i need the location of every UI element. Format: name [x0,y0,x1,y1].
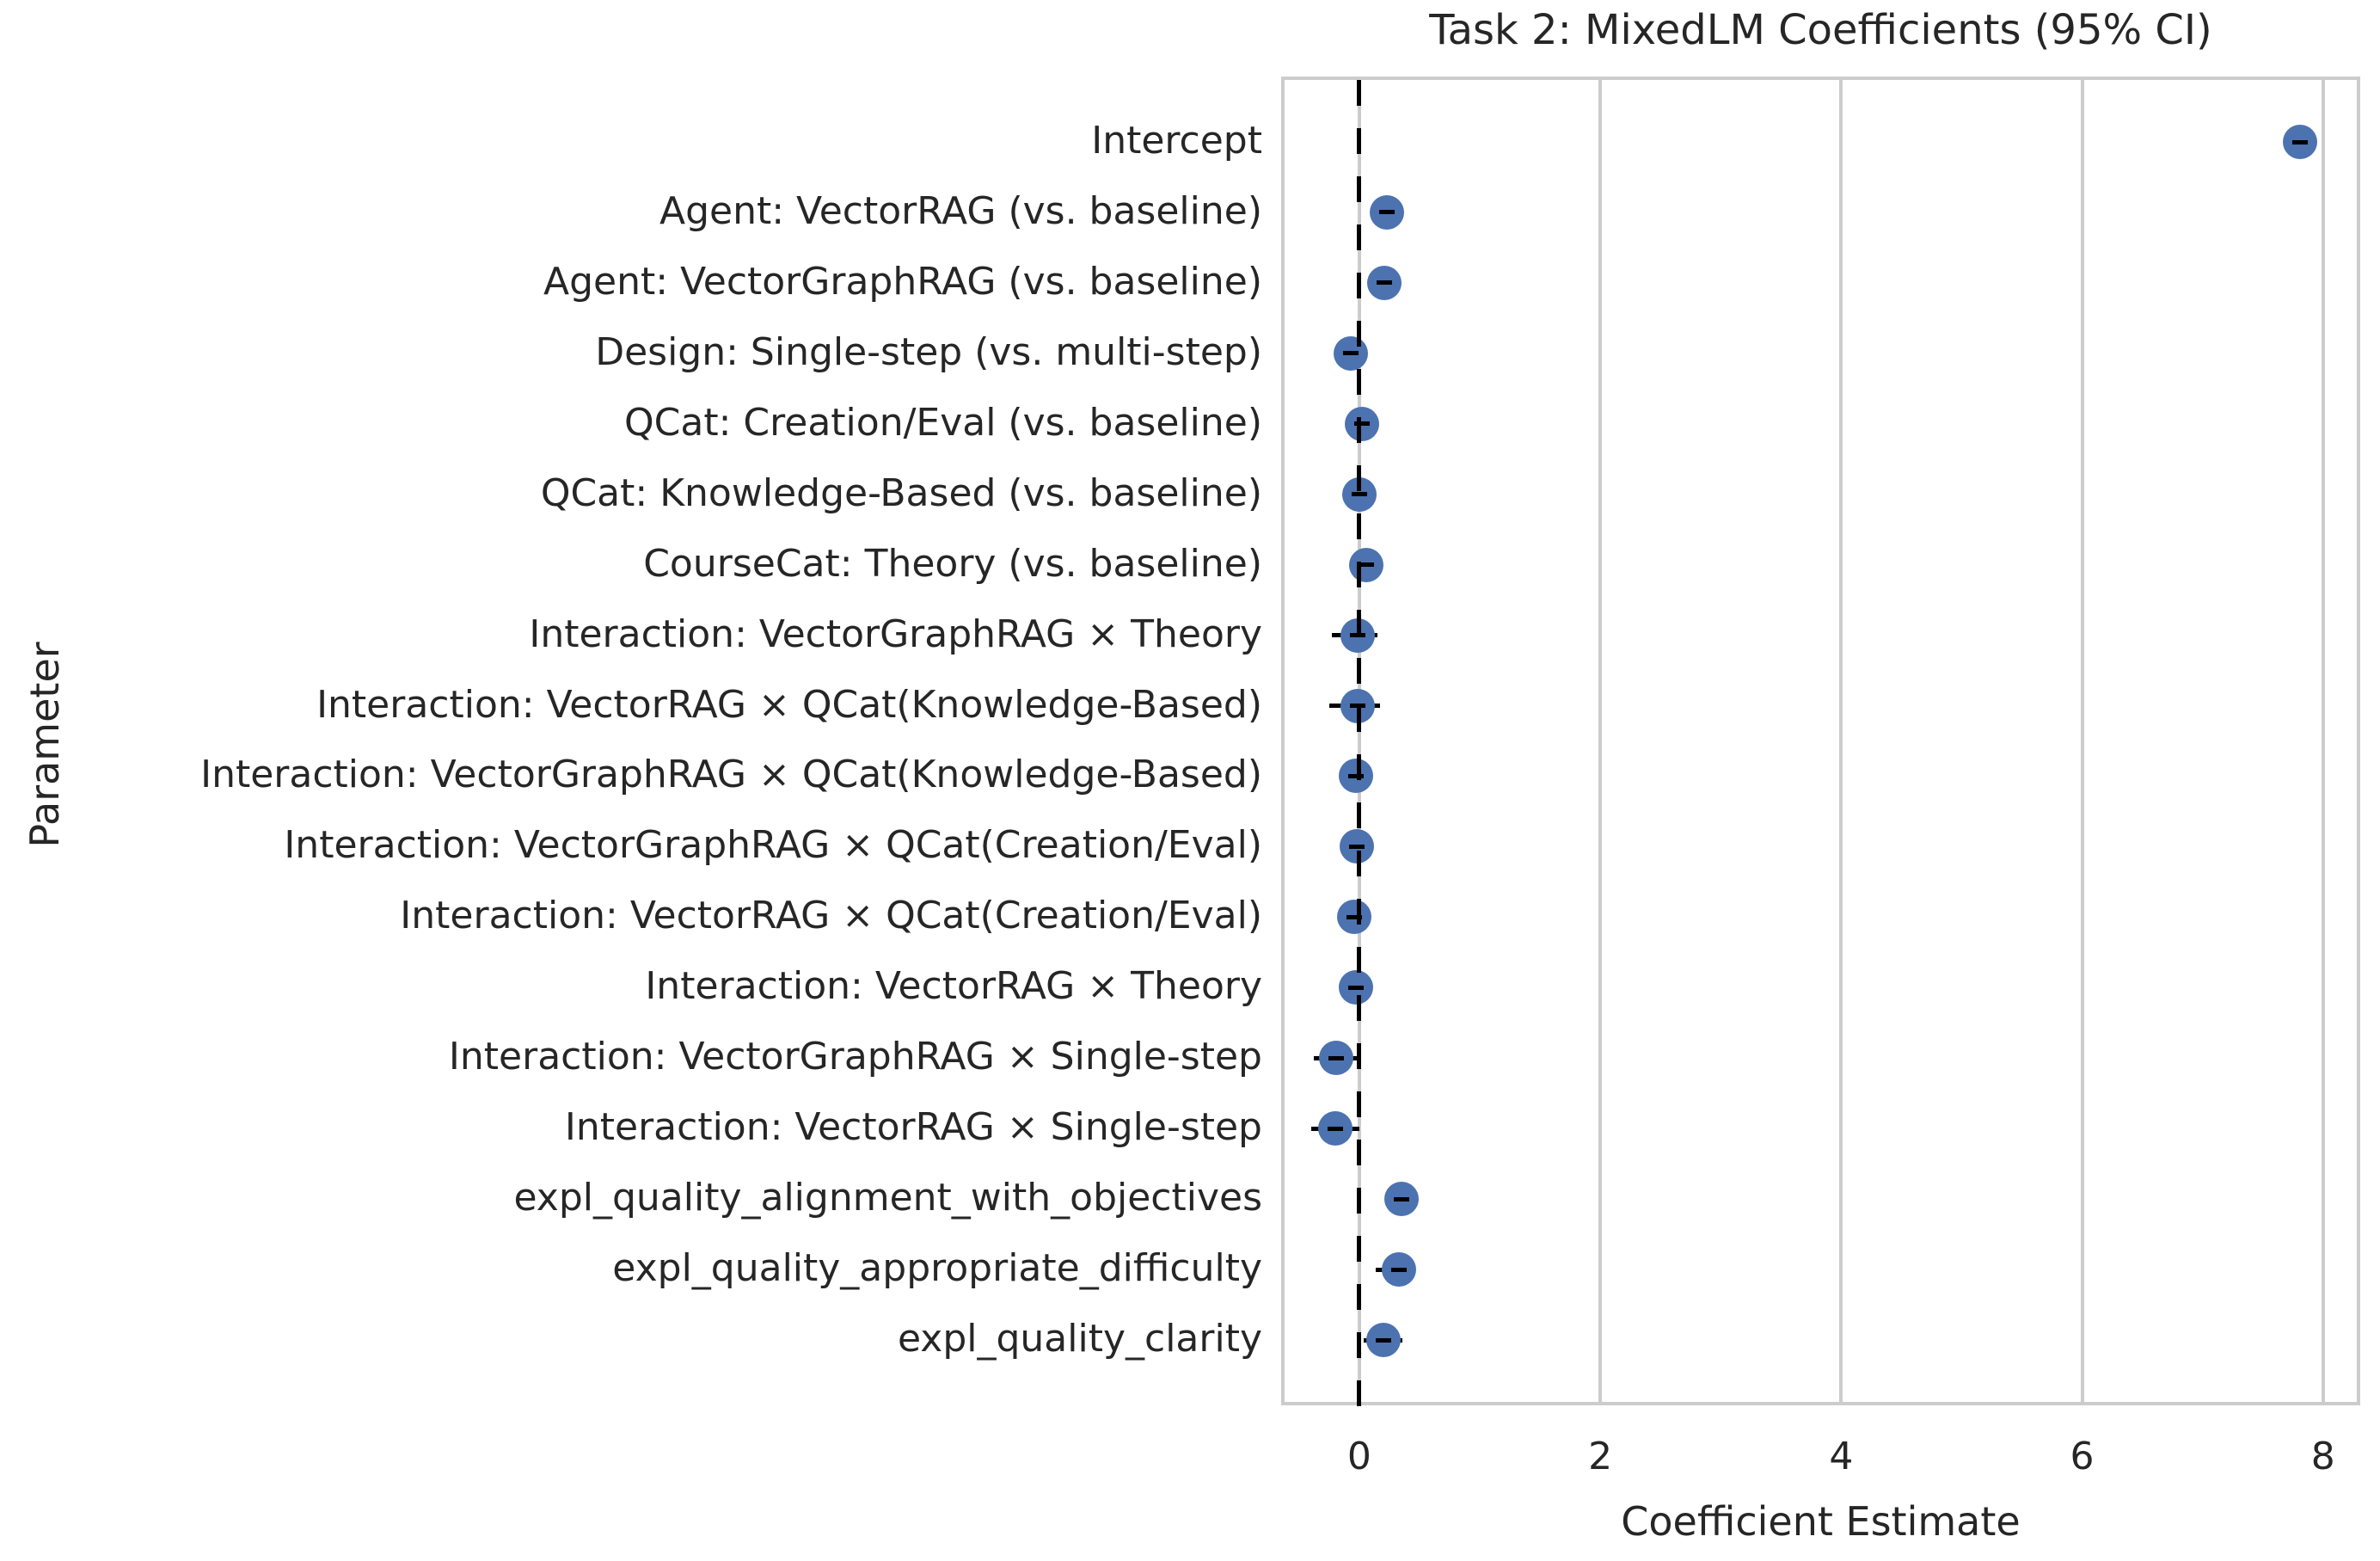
x-tick-label: 6 [2070,1435,2095,1478]
ci-center-dash [1347,985,1364,990]
ci-center-dash [1327,1126,1343,1131]
x-gridline [2321,80,2325,1402]
param-label: expl_quality_appropriate_difficulty [612,1246,1262,1291]
param-label: expl_quality_alignment_with_objectives [513,1176,1262,1220]
param-label: expl_quality_clarity [898,1317,1262,1361]
param-label: Interaction: VectorRAG × QCat(Creation/E… [400,894,1262,938]
chart-title: Task 2: MixedLM Coefficients (95% CI) [1429,6,2212,54]
ci-center-dash [1347,773,1364,778]
x-tick-label: 4 [1829,1435,1854,1478]
param-label: QCat: Knowledge-Based (vs. baseline) [540,470,1262,515]
param-label: Interaction: VectorRAG × Single-step [564,1105,1262,1150]
param-label: Agent: VectorRAG (vs. baseline) [659,188,1262,233]
param-label: Interaction: VectorRAG × QCat(Knowledge-… [316,682,1262,727]
param-label: CourseCat: Theory (vs. baseline) [643,541,1262,586]
ci-center-dash [1353,421,1370,427]
ci-center-dash [1393,1196,1409,1201]
y-tick-labels: Intercept Agent: VectorRAG (vs. baseline)… [0,77,1262,1405]
ci-center-dash [1328,1055,1345,1060]
ci-center-dash [1349,844,1365,849]
ci-center-dash [2292,139,2309,144]
x-gridline [1839,80,1843,1402]
ci-center-dash [1346,914,1363,919]
param-label: Intercept [1091,119,1262,163]
param-label: Interaction: VectorGraphRAG × Theory [529,611,1262,656]
x-tick-label: 2 [1588,1435,1613,1478]
ci-center-dash [1343,351,1359,356]
x-tick-labels: 0 2 4 6 8 [1281,1405,2360,1478]
x-axis-label: Coefficient Estimate [1621,1498,2021,1545]
zero-reference-line [1357,80,1362,1417]
param-label: Interaction: VectorGraphRAG × Single-ste… [448,1035,1262,1079]
x-tick-label: 0 [1346,1435,1371,1478]
param-label: Design: Single-step (vs. multi-step) [595,329,1262,374]
x-tick-label: 8 [2310,1435,2335,1478]
x-gridline [2080,80,2084,1402]
ci-center-dash [1391,1267,1408,1272]
param-label: Interaction: VectorRAG × Theory [645,964,1262,1009]
ci-center-dash [1379,210,1395,215]
param-label: QCat: Creation/Eval (vs. baseline) [624,400,1262,445]
param-label: Interaction: VectorGraphRAG × QCat(Creat… [284,823,1262,868]
param-label: Agent: VectorGraphRAG (vs. baseline) [543,259,1262,304]
ci-center-dash [1359,562,1375,568]
param-label: Interaction: VectorGraphRAG × QCat(Knowl… [200,753,1262,797]
x-gridline [1598,80,1603,1402]
plot-area [1281,77,2360,1417]
ci-center-dash [1375,1337,1391,1343]
ci-center-dash [1377,280,1393,286]
